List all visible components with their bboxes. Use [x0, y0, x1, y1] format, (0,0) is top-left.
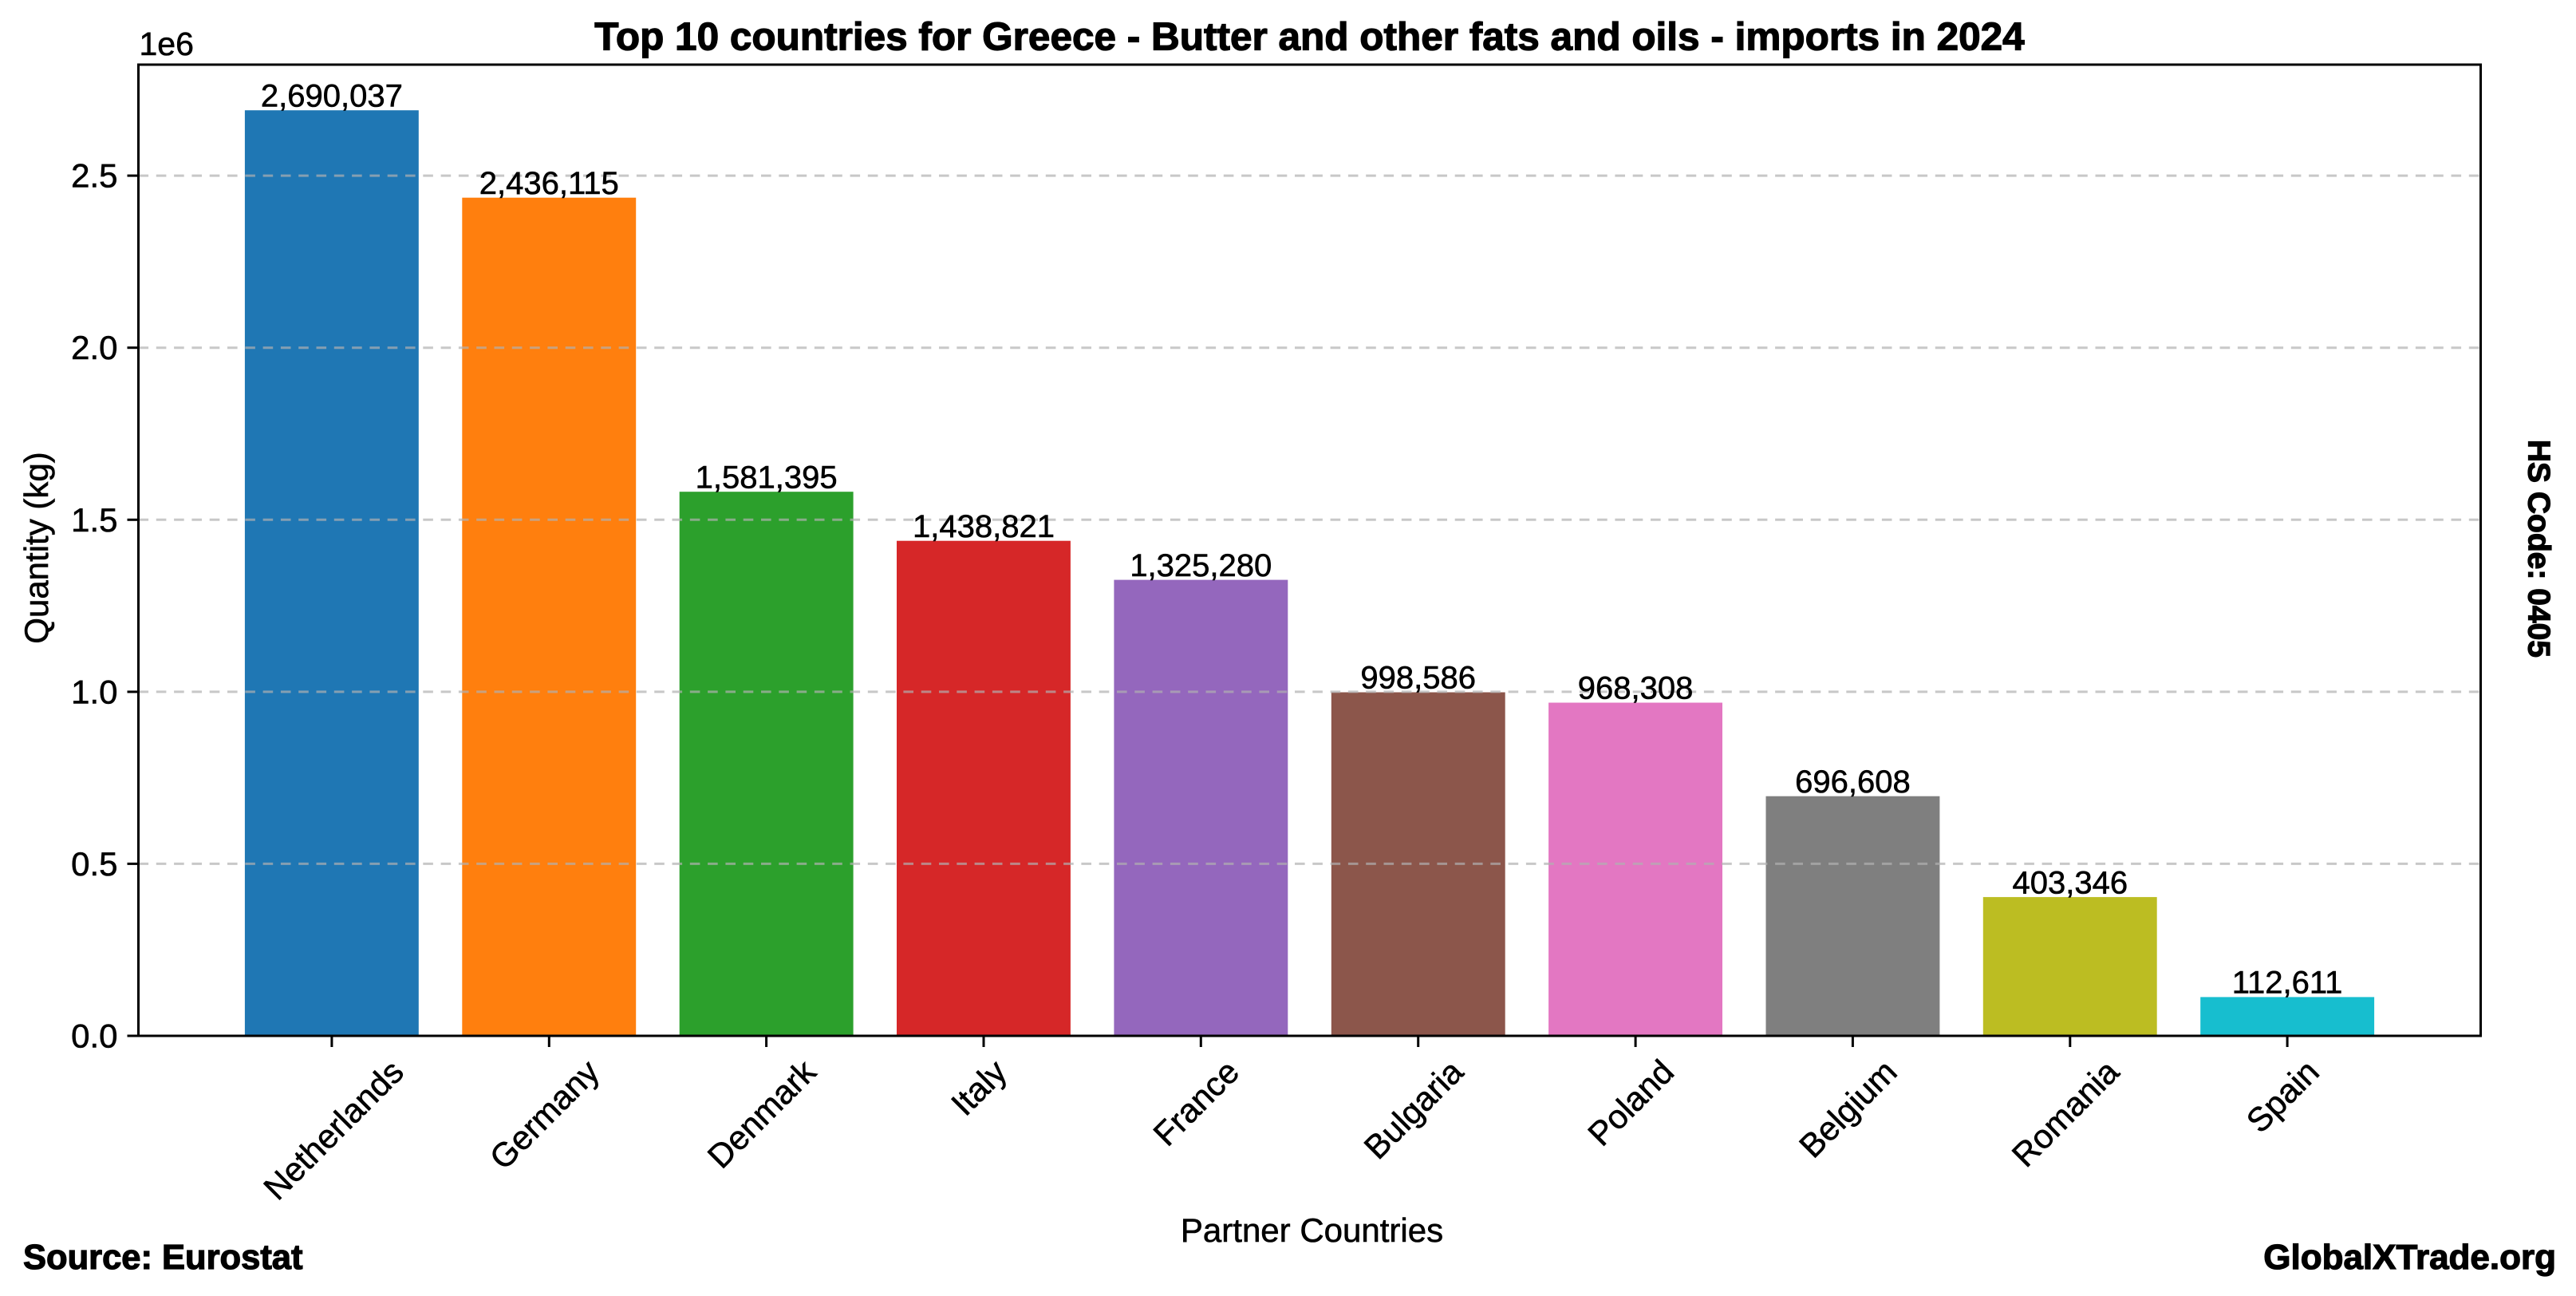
svg-text:2,690,037: 2,690,037	[261, 78, 403, 113]
svg-text:1,438,821: 1,438,821	[913, 509, 1055, 544]
svg-text:1,325,280: 1,325,280	[1130, 548, 1272, 583]
svg-text:2.0: 2.0	[71, 329, 117, 366]
svg-text:2.5: 2.5	[71, 157, 117, 195]
svg-text:1,581,395: 1,581,395	[696, 460, 838, 495]
svg-text:Partner Countries: Partner Countries	[1181, 1211, 1443, 1249]
svg-text:HS Code: 0405: HS Code: 0405	[2521, 440, 2555, 658]
svg-text:0.0: 0.0	[71, 1017, 117, 1055]
svg-text:Top 10 countries for Greece -: Top 10 countries for Greece - Butter and…	[594, 14, 2025, 58]
svg-text:Quantity (kg): Quantity (kg)	[18, 452, 55, 643]
svg-text:1.0: 1.0	[71, 673, 117, 710]
svg-text:1.5: 1.5	[71, 501, 117, 539]
svg-text:696,608: 696,608	[1795, 765, 1911, 800]
svg-text:403,346: 403,346	[2013, 865, 2128, 900]
svg-text:0.5: 0.5	[71, 845, 117, 883]
svg-text:968,308: 968,308	[1578, 671, 1694, 706]
svg-text:2,436,115: 2,436,115	[479, 166, 619, 201]
svg-text:1e6: 1e6	[140, 26, 194, 62]
svg-text:112,611: 112,611	[2232, 966, 2343, 1001]
svg-text:998,586: 998,586	[1360, 661, 1476, 696]
svg-text:Source: Eurostat: Source: Eurostat	[23, 1239, 303, 1277]
svg-text:GlobalXTrade.org: GlobalXTrade.org	[2263, 1238, 2556, 1277]
